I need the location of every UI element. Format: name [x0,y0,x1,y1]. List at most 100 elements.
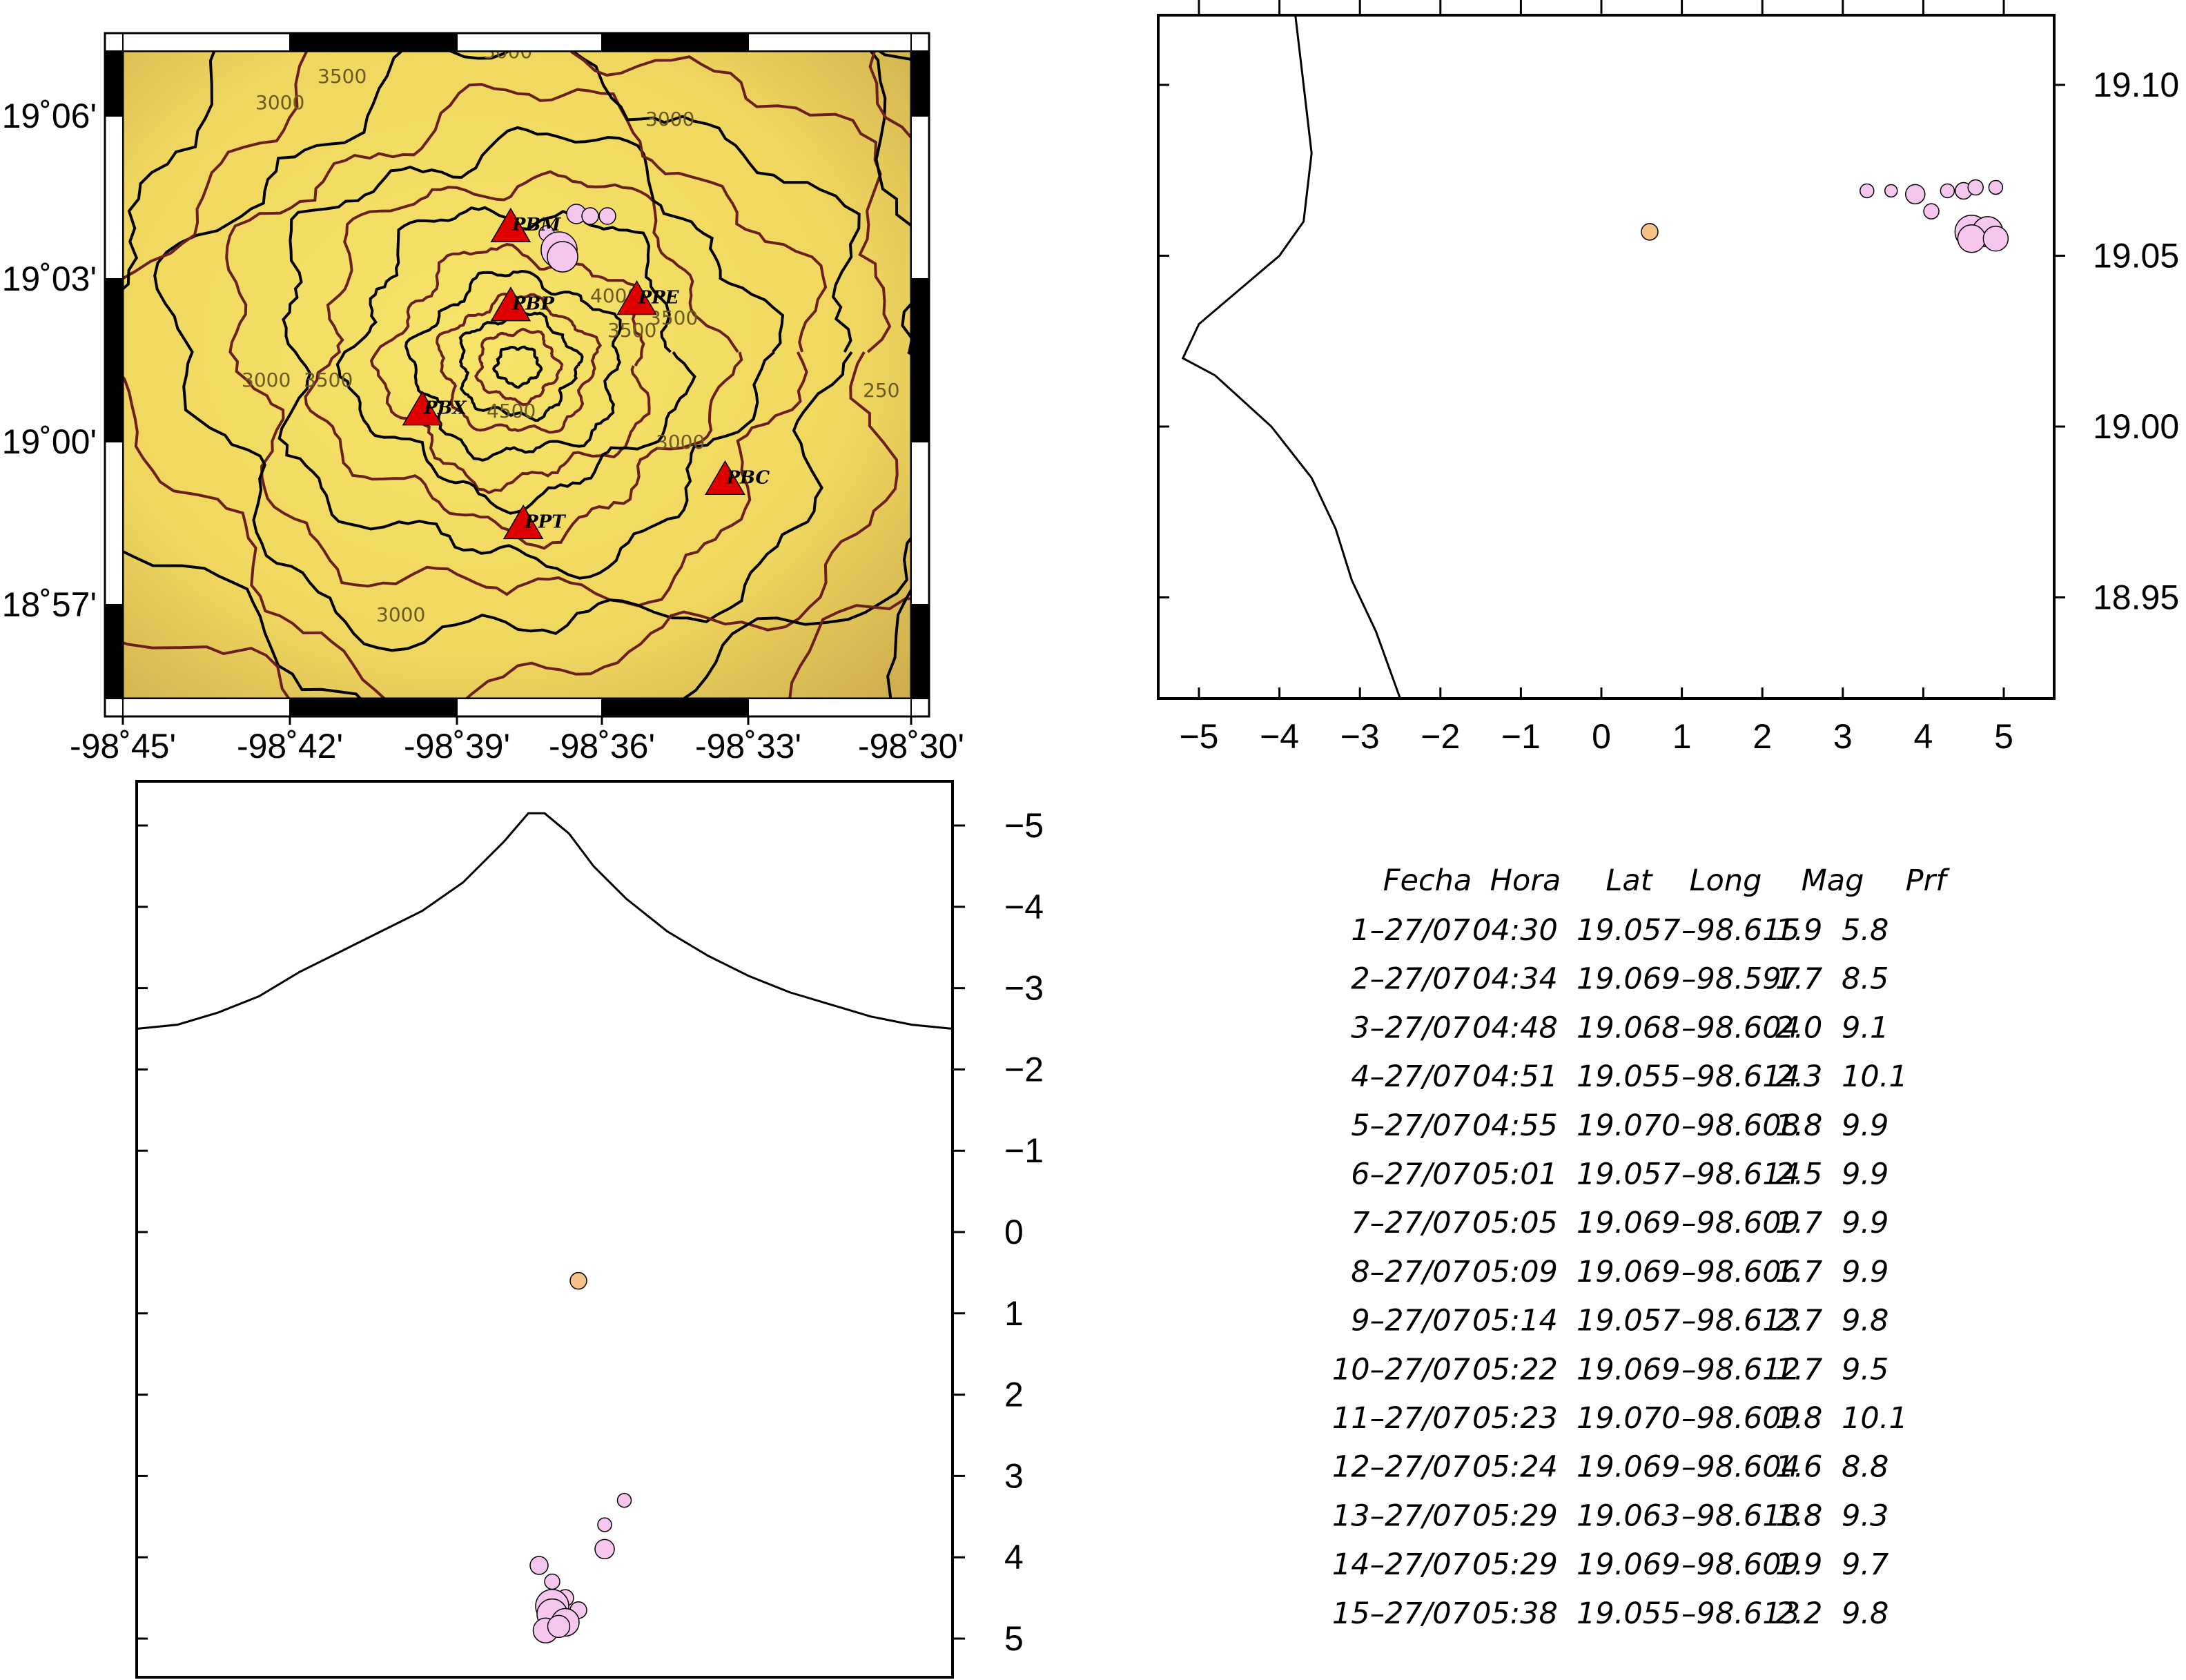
depth-event-markers [529,1271,632,1643]
ns-x-tick-label: −1 [1501,717,1541,756]
table-cell: –98.615 [1681,913,1800,948]
table-cell: 4–27/07 [1351,1059,1470,1094]
depth-y-tick-label: −5 [1004,806,1044,845]
contour-label: 3000 [255,91,304,114]
table-cell: 19.069 [1577,1352,1680,1387]
map-event-markers [538,204,616,273]
ns-event-marker [1982,226,2009,252]
contour-line [474,327,564,407]
event-marker [547,241,578,273]
table-cell: –98.613 [1681,1596,1800,1631]
contour-label: 3500 [318,65,367,88]
table-cell: 8–27/07 [1351,1255,1470,1289]
frame-bar [456,698,603,717]
table-cell: 19.057 [1577,913,1680,948]
table-cell: 19.057 [1577,1304,1680,1338]
table-cell: –98.604 [1681,1450,1800,1485]
table-cell: 2.7 [1775,1304,1822,1338]
ns-event-marker [1884,184,1898,198]
table-cell: 05:05 [1472,1206,1558,1240]
depth-y-tick-label: 3 [1004,1456,1024,1495]
y-tick-label: 19˚00' [2,422,97,461]
y-tick-label: 18˚57' [2,585,97,624]
ns-y-tick-label: 19.05 [2093,237,2179,275]
table-cell: 1.9 [1775,913,1822,948]
depth-y-tick-label: 5 [1004,1619,1024,1658]
contour-line [492,345,543,389]
ns-x-tick-label: −3 [1340,717,1380,756]
ns-event-marker [1957,224,1987,253]
contour-label: 3000 [645,108,694,130]
frame-bar [289,698,458,717]
contour-label: 4500 [487,400,536,422]
contour-label: 3000 [376,603,425,626]
table-cell: 8.5 [1842,962,1889,997]
x-tick-label: -98˚33' [695,727,801,765]
frame-bar [456,32,603,52]
table-cell: 9.9 [1842,1255,1889,1289]
table-cell: 05:29 [1472,1498,1558,1533]
ns-y-tick-label: 18.95 [2093,578,2179,617]
table-header-cell: Fecha [1383,863,1472,898]
station-triangle [705,460,745,496]
depth-event-marker [616,1492,632,1508]
table-cell: 11–27/07 [1332,1401,1470,1436]
table-cell: 1.8 [1775,1498,1822,1533]
table-cell: 3–27/07 [1351,1010,1470,1045]
ns-x-tick-label: −4 [1260,717,1299,756]
table-cell: 10–27/07 [1332,1352,1470,1387]
table-cell: 9.8 [1842,1304,1889,1338]
depth-y-tick-label: 0 [1004,1213,1024,1251]
ns-y-tick-label: 19.00 [2093,407,2179,446]
frame-bar [910,441,930,605]
table-cell: 1.8 [1775,1401,1822,1436]
table-cell: 9.9 [1842,1108,1889,1143]
y-tick-label: 19˚03' [2,260,97,298]
table-cell: 1.8 [1775,1108,1822,1143]
contour-line [436,292,603,434]
ns-y-axis: 19.10 19.05 19.00 18.95 [1158,66,2179,617]
depth-y-axis: −5 −4 −3 −2 −1 0 1 2 3 4 5 [137,806,1044,1658]
table-cell: 1.6 [1775,1450,1822,1485]
frame-bar [289,32,458,52]
frame-bar [910,50,930,117]
station-label: PPE [638,287,680,308]
table-cell: 1–27/07 [1351,913,1470,948]
table-cell: 05:23 [1472,1401,1558,1436]
table-cell: 9.1 [1842,1010,1889,1045]
table-cell: 7–27/07 [1351,1206,1470,1240]
table-cell: –98.608 [1681,1108,1800,1143]
table-cell: –98.609 [1681,1547,1800,1582]
table-cell: 04:48 [1472,1010,1558,1045]
ns-event-marker [1641,223,1659,241]
ns-y-tick-label: 19.10 [2093,66,2179,104]
table-cell: –98.614 [1681,1158,1800,1192]
contour-label: 3500 [304,369,353,391]
table-cell: 2.2 [1775,1596,1822,1631]
table-cell: 2.3 [1775,1059,1822,1094]
ns-x-tick-label: −5 [1179,717,1218,756]
x-tick-label: -98˚39' [404,727,510,765]
table-cell: 19.068 [1577,1010,1680,1045]
depth-event-marker [544,1573,560,1590]
table-cell: 8.8 [1842,1450,1889,1485]
table-cell: 19.069 [1577,962,1680,997]
frame-bar [601,32,749,52]
table-cell: 2.0 [1775,1010,1822,1045]
depth-y-tick-label: 4 [1004,1538,1024,1576]
depth-topography-line [136,812,953,1030]
table-cell: 19.070 [1577,1108,1680,1143]
table-cell: 9–27/07 [1351,1304,1470,1338]
event-marker [581,207,599,225]
ns-x-tick-label: 0 [1592,717,1611,756]
x-tick-label: -98˚36' [549,727,655,765]
table-header-cell: Mag [1802,863,1864,898]
table-header-cell: Hora [1490,863,1561,898]
ns-event-marker [1940,183,1955,199]
table-cell: 10.1 [1842,1401,1908,1436]
table-cell: 19.057 [1577,1158,1680,1192]
station-triangle [490,286,531,322]
table-cell: 9.3 [1842,1498,1889,1533]
depth-y-tick-label: −4 [1004,888,1044,926]
ns-event-marker [1904,184,1926,205]
